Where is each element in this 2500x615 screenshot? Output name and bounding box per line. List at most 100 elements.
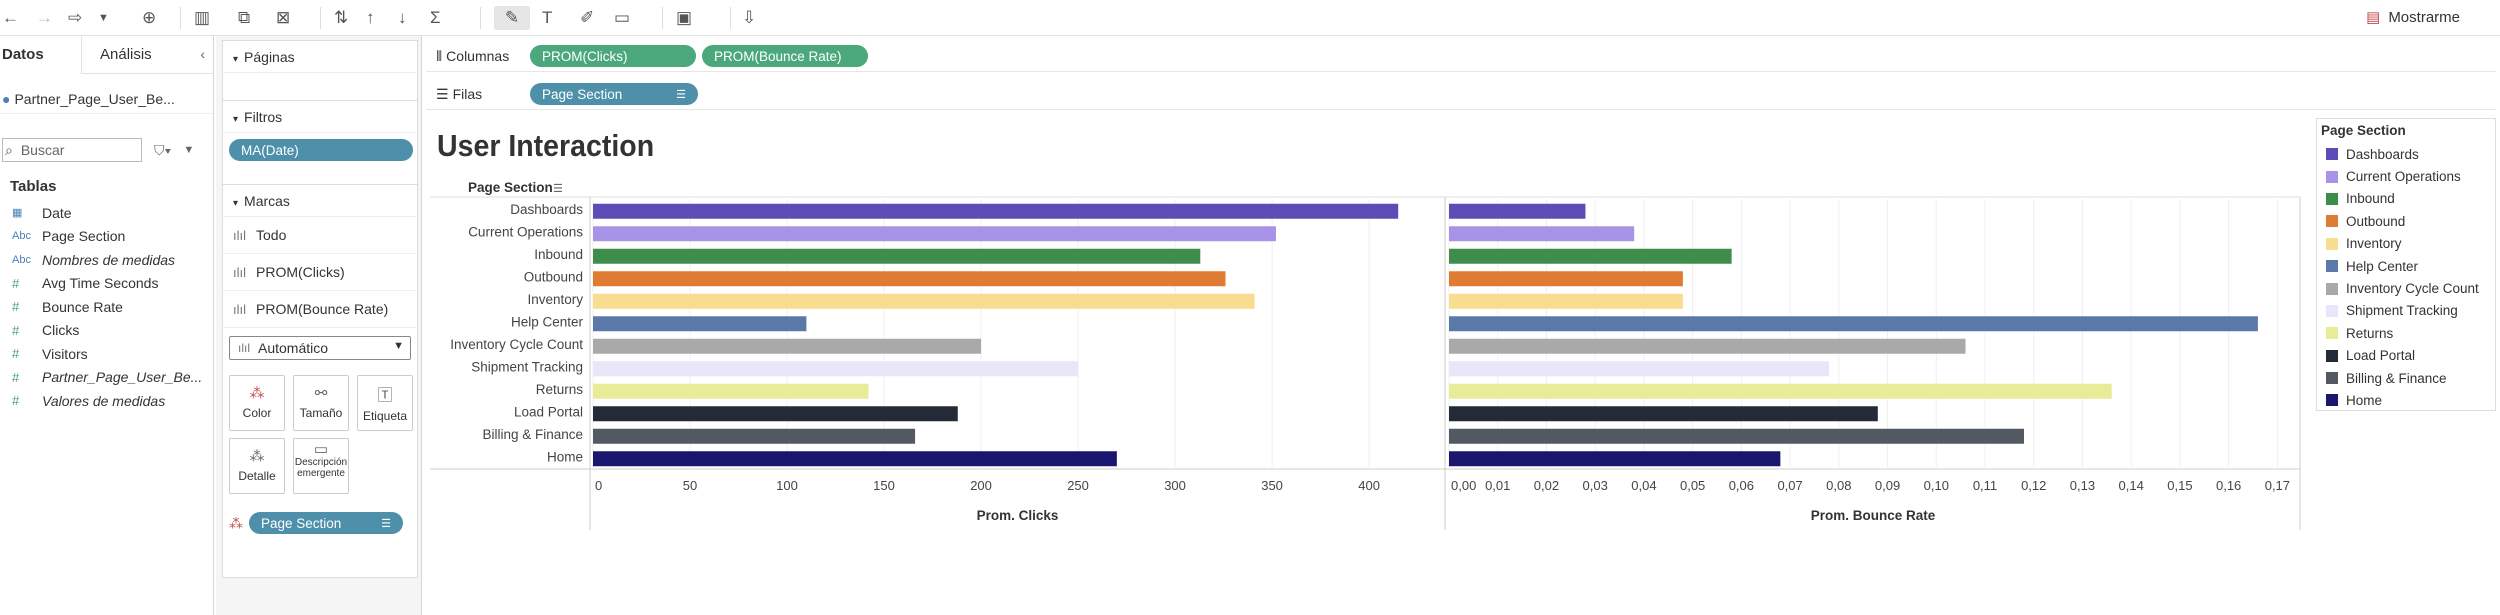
bar [593, 338, 982, 354]
columns-shelf[interactable]: ⦀ Columnas PROM(Clicks) PROM(Bounce Rate) [426, 40, 2496, 72]
mark-type-select[interactable]: ılıl Automático ▼ [229, 336, 411, 360]
field-item[interactable]: ▦ Date [0, 201, 213, 225]
tick-label: 0 [595, 478, 602, 493]
rows-shelf[interactable]: ☰ Filas Page Section ☰ [426, 78, 2496, 110]
field-item[interactable]: # Valores de medidas [0, 389, 213, 413]
tick-label: 0,13 [2070, 478, 2095, 493]
legend-item[interactable]: Billing & Finance [2317, 367, 2495, 389]
legend-item[interactable]: Shipment Tracking [2317, 300, 2495, 322]
category-label: Home [547, 450, 583, 465]
tick-label: 0,12 [2021, 478, 2046, 493]
collapse-chevron-icon[interactable]: ▾ [233, 54, 239, 65]
tick-label: 300 [1164, 478, 1186, 493]
highlight-icon[interactable]: ✎ [494, 6, 530, 30]
size-button[interactable]: ⚯ Tamaño [293, 375, 349, 431]
tick-label: 0,00 [1451, 478, 1476, 493]
tab-data[interactable]: Datos [0, 35, 82, 74]
bar [1449, 248, 1732, 264]
duplicate-sheet-icon[interactable]: ⧉ [238, 8, 251, 27]
datasource-item[interactable]: ● Partner_Page_User_Be... [0, 84, 213, 114]
text-icon[interactable]: T [542, 8, 553, 27]
show-me-button[interactable]: ▤ Mostrarme [2366, 8, 2460, 27]
sort-icon: ☰ [553, 183, 563, 195]
back-icon[interactable]: ← [2, 8, 19, 27]
bar [1449, 338, 1966, 354]
filter-pill[interactable]: MA(Date) [229, 139, 413, 161]
annotate-icon[interactable]: ✐ [580, 8, 595, 27]
field-item[interactable]: # Clicks [0, 319, 213, 343]
collapse-icon[interactable]: ‹ [200, 46, 205, 62]
toolbar-divider [180, 7, 181, 29]
field-item[interactable]: Abc Nombres de medidas [0, 248, 213, 272]
sort-ascending-icon[interactable]: ↑ [366, 8, 375, 27]
legend-swatch [2326, 372, 2338, 385]
legend-item[interactable]: Returns [2317, 322, 2495, 344]
legend-item[interactable]: Inventory Cycle Count [2317, 277, 2495, 299]
rows-label: ☰ Filas [436, 86, 482, 103]
toolbar-divider [730, 7, 731, 29]
marks-row-clicks[interactable]: ılıl PROM(Clicks) [223, 254, 417, 291]
legend-title: Page Section [2321, 123, 2406, 138]
new-datasource-icon[interactable]: ⊕ [142, 8, 157, 27]
redo-icon[interactable]: ⇨ [68, 8, 83, 27]
tab-analysis[interactable]: Análisis [100, 46, 152, 63]
legend-item[interactable]: Current Operations [2317, 165, 2495, 187]
clear-sheet-icon[interactable]: ⊠ [276, 8, 291, 27]
marks-row-bounce-rate[interactable]: ılıl PROM(Bounce Rate) [223, 291, 417, 328]
columns-label-text: Columnas [446, 48, 510, 64]
sort-descending-icon[interactable]: ↓ [398, 8, 407, 27]
color-button[interactable]: ⁂ Color [229, 375, 285, 431]
collapse-chevron-icon[interactable]: ▾ [233, 114, 239, 125]
legend-item[interactable]: Inbound [2317, 188, 2495, 210]
swap-axes-icon[interactable]: ⇅ [334, 8, 349, 27]
presentation-icon[interactable]: ▣ [676, 8, 693, 27]
column-pill-clicks[interactable]: PROM(Clicks) [530, 45, 696, 67]
legend-item[interactable]: Inventory [2317, 233, 2495, 255]
legend-item[interactable]: Home [2317, 389, 2495, 411]
color-pill[interactable]: Page Section ☰ [249, 512, 403, 534]
marks-row-all[interactable]: ılıl Todo [223, 217, 417, 254]
row-pill-page-section[interactable]: Page Section ☰ [530, 83, 698, 105]
show-me-label: Mostrarme [2388, 8, 2460, 26]
number-type-icon: # [12, 393, 20, 409]
menu-chevron-icon[interactable]: ▼ [183, 144, 195, 156]
field-label: Clicks [42, 322, 80, 339]
legend-label: Inventory [2346, 236, 2402, 252]
legend-label: Outbound [2346, 213, 2406, 229]
forward-icon[interactable]: → [36, 8, 53, 27]
column-pill-bounce-rate[interactable]: PROM(Bounce Rate) [702, 45, 868, 67]
search-input[interactable]: ⌕ Buscar [2, 138, 142, 162]
field-item[interactable]: Abc Page Section [0, 225, 213, 249]
text-type-icon: Abc [12, 253, 31, 266]
number-type-icon: # [12, 346, 20, 362]
legend-item[interactable]: Dashboards [2317, 143, 2495, 165]
columns-icon: ⦀ [436, 48, 443, 64]
row-header: Page Section [468, 180, 553, 195]
bar [1449, 406, 1878, 422]
field-item[interactable]: # Visitors [0, 342, 213, 366]
field-item[interactable]: # Avg Time Seconds [0, 272, 213, 296]
toolbar: ← → ⇨ ▼ ⊕ ▥ ⧉ ⊠ ⇅ ↑ ↓ Σ ✎ T ✐ ▭ ▣ ⇩ ▤ Mo… [0, 0, 2500, 36]
new-worksheet-icon[interactable]: ▥ [194, 8, 211, 27]
filter-icon[interactable]: ⛉▾ [154, 141, 172, 158]
field-item[interactable]: # Bounce Rate [0, 295, 213, 319]
number-type-icon: # [12, 275, 20, 291]
collapse-chevron-icon[interactable]: ▾ [233, 198, 239, 209]
bar [1449, 451, 1781, 467]
tick-label: 200 [970, 478, 992, 493]
tooltip-button[interactable]: ▭ Descripción emergente [293, 438, 349, 494]
legend-item[interactable]: Load Portal [2317, 345, 2495, 367]
chevron-down-icon[interactable]: ▼ [98, 12, 109, 24]
totals-icon[interactable]: Σ [430, 8, 441, 27]
legend-item[interactable]: Outbound [2317, 210, 2495, 232]
share-icon[interactable]: ⇩ [742, 8, 757, 27]
detail-icon: ⁂ [249, 448, 265, 465]
fit-icon[interactable]: ▭ [614, 8, 631, 27]
detail-button[interactable]: ⁂ Detalle [229, 438, 285, 494]
field-item[interactable]: # Partner_Page_User_Be... [0, 366, 213, 390]
label-button[interactable]: 🅃 Etiqueta [357, 375, 413, 431]
field-label: Valores de medidas [42, 392, 166, 409]
rows-icon: ☰ [436, 86, 449, 102]
legend-item[interactable]: Help Center [2317, 255, 2495, 277]
